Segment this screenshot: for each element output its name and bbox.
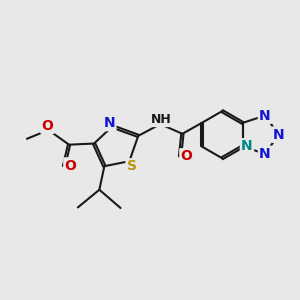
Text: N: N — [273, 128, 285, 142]
Text: N: N — [259, 147, 271, 161]
Text: S: S — [127, 160, 137, 173]
Text: NH: NH — [151, 113, 171, 126]
Text: N: N — [103, 116, 115, 130]
Text: O: O — [64, 159, 76, 172]
Text: N: N — [259, 109, 271, 123]
Text: N: N — [241, 140, 253, 154]
Text: O: O — [42, 118, 53, 133]
Text: O: O — [181, 149, 192, 164]
